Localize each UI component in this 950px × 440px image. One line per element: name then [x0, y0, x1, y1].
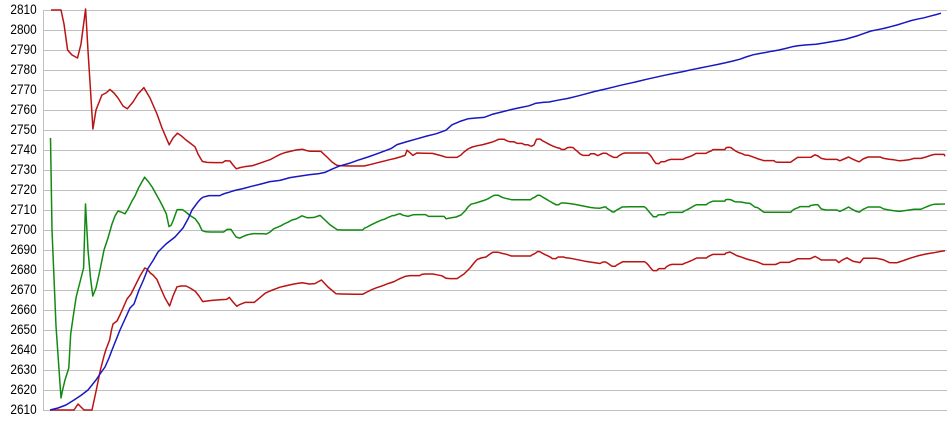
svg-text:2680: 2680	[10, 261, 36, 277]
svg-text:2800: 2800	[10, 21, 36, 37]
svg-text:2810: 2810	[10, 1, 36, 17]
svg-text:2700: 2700	[10, 221, 36, 237]
svg-text:2650: 2650	[10, 321, 36, 337]
svg-text:2630: 2630	[10, 361, 36, 377]
svg-text:2690: 2690	[10, 241, 36, 257]
svg-text:2660: 2660	[10, 301, 36, 317]
svg-text:2740: 2740	[10, 141, 36, 157]
svg-text:2730: 2730	[10, 161, 36, 177]
svg-text:2620: 2620	[10, 381, 36, 397]
svg-text:2710: 2710	[10, 201, 36, 217]
svg-text:2780: 2780	[10, 61, 36, 77]
svg-text:2640: 2640	[10, 341, 36, 357]
svg-text:2720: 2720	[10, 181, 36, 197]
svg-text:2670: 2670	[10, 281, 36, 297]
svg-text:2760: 2760	[10, 101, 36, 117]
svg-text:2610: 2610	[10, 401, 36, 417]
svg-text:2770: 2770	[10, 81, 36, 97]
svg-text:2790: 2790	[10, 41, 36, 57]
svg-text:2750: 2750	[10, 121, 36, 137]
